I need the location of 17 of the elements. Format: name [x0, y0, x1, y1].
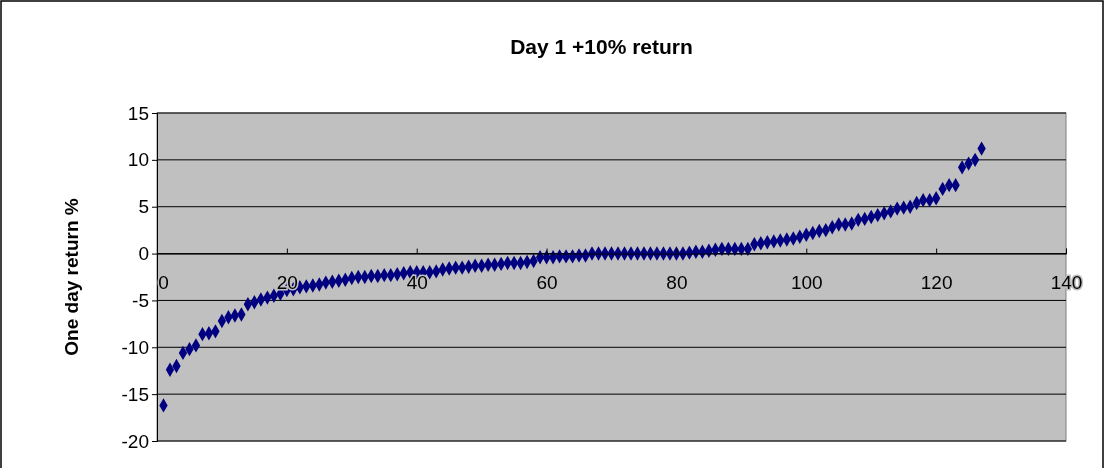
x-tick-label: 60: [536, 272, 558, 294]
y-tick-label: 15: [127, 102, 149, 124]
x-tick-label: 100: [790, 272, 823, 294]
x-tick-label: 120: [920, 272, 953, 294]
x-tick-label: 0: [158, 272, 169, 294]
y-tick-label: 0: [138, 243, 149, 265]
x-tick-label: 80: [666, 272, 688, 294]
y-axis-title: One day return %: [61, 198, 82, 356]
y-tick-label: -20: [121, 430, 149, 452]
chart-title: Day 1 +10% return: [510, 35, 693, 58]
y-tick-label: -5: [132, 290, 149, 312]
y-tick-label: -15: [121, 383, 149, 405]
y-tick-label: -10: [121, 336, 149, 358]
y-tick-label: 10: [127, 149, 149, 171]
x-tick-label: 140: [1050, 272, 1083, 294]
y-tick-label: 5: [138, 196, 149, 218]
x-tick-label: 40: [406, 272, 428, 294]
